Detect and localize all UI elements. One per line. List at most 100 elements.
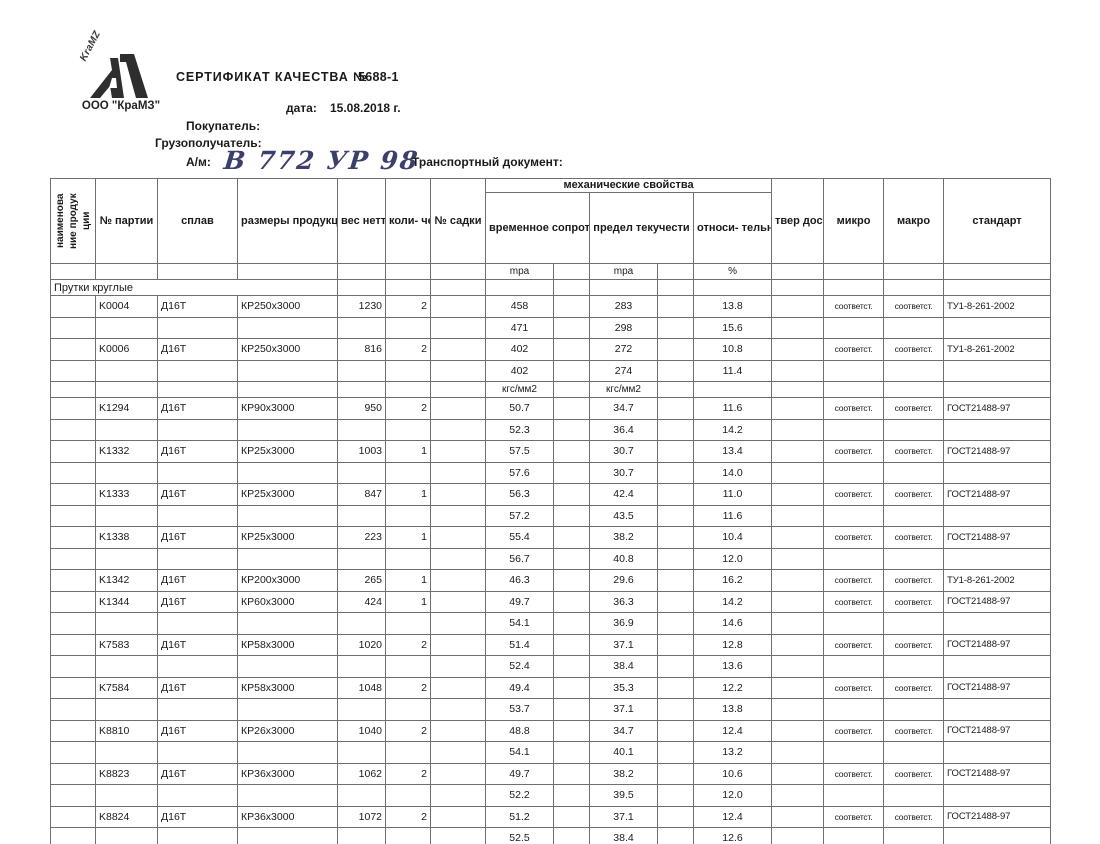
cell-net-weight xyxy=(337,316,386,339)
cell-charge-no xyxy=(430,526,486,549)
cell-dimensions: КР58х3000 xyxy=(237,633,338,656)
cell-yield: 36.9 xyxy=(589,612,658,635)
vehicle-label: А/м: xyxy=(186,155,211,169)
cell-product-name xyxy=(50,827,96,844)
cell-tensile: 51.4 xyxy=(485,633,554,656)
alt-unit-blank-b2 xyxy=(823,381,885,398)
cell-net-weight xyxy=(337,655,386,678)
table-row: K0006 Д16Т КР250х3000 816 2 402 272 10.8 соответ… xyxy=(50,338,1052,361)
cell-yield-sub xyxy=(657,440,694,463)
alt-unit-blank-2 xyxy=(157,381,238,398)
cell-yield-sub xyxy=(657,676,694,699)
cell-hardness xyxy=(771,805,825,828)
unit-blank-3 xyxy=(157,263,238,280)
cell-alloy xyxy=(157,504,238,527)
cell-standard: ГОСТ21488-97 xyxy=(943,440,1052,463)
cell-yield: 298 xyxy=(589,316,658,339)
cell-yield-sub xyxy=(657,805,694,828)
cell-standard xyxy=(943,504,1052,527)
table-row: K1294 Д16Т КР90х3000 950 2 50.7 34.7 11.6 соотве… xyxy=(50,397,1052,420)
cell-micro xyxy=(823,316,885,339)
cell-tensile: 402 xyxy=(485,359,554,382)
group-blank-5 xyxy=(589,279,658,296)
cell-yield: 272 xyxy=(589,338,658,361)
cell-hardness xyxy=(771,719,825,742)
cell-micro xyxy=(823,784,885,807)
cell-tensile: 52.4 xyxy=(485,655,554,678)
cell-tensile-sub xyxy=(553,397,590,420)
cell-standard: ГОСТ21488-97 xyxy=(943,805,1052,828)
cell-yield: 34.7 xyxy=(589,397,658,420)
cell-yield: 36.3 xyxy=(589,590,658,613)
cell-alloy: Д16Т xyxy=(157,762,238,785)
cell-alloy xyxy=(157,655,238,678)
cell-yield: 37.1 xyxy=(589,633,658,656)
cell-places: 2 xyxy=(385,762,431,785)
th-mechanical-properties: механические свойства xyxy=(484,178,773,193)
alt-unit-yield: кгс/мм2 xyxy=(589,381,658,398)
cell-elongation: 10.4 xyxy=(692,526,773,549)
group-blank-3 xyxy=(485,279,554,296)
group-blank-2 xyxy=(430,279,486,296)
cell-places: 1 xyxy=(385,569,431,592)
cell-net-weight: 816 xyxy=(337,338,386,361)
group-blank-4 xyxy=(553,279,590,296)
cell-alloy xyxy=(157,359,238,382)
cell-yield: 43.5 xyxy=(589,504,658,527)
cell-product-name xyxy=(50,805,96,828)
cell-standard xyxy=(943,698,1052,721)
cell-tensile: 49.7 xyxy=(485,762,554,785)
cell-tensile-sub xyxy=(553,569,590,592)
cell-dimensions: КР36х3000 xyxy=(237,762,338,785)
cell-elongation: 12.0 xyxy=(692,784,773,807)
cell-standard xyxy=(943,316,1052,339)
cell-places: 1 xyxy=(385,526,431,549)
table-row: K8810 Д16Т КР26х3000 1040 2 48.8 34.7 12.4 соотв… xyxy=(50,719,1052,742)
cell-yield-sub xyxy=(657,784,694,807)
th-net-weight: вес нетто, кг xyxy=(337,178,386,264)
group-blank-7 xyxy=(692,279,773,296)
cell-net-weight xyxy=(337,418,386,441)
cell-places: 2 xyxy=(385,633,431,656)
cell-yield-sub xyxy=(657,295,694,318)
cell-elongation: 11.6 xyxy=(692,397,773,420)
cell-net-weight: 1020 xyxy=(337,633,386,656)
table-row: 57.2 43.5 11.6 xyxy=(50,504,1052,527)
cell-tensile: 56.3 xyxy=(485,483,554,506)
table-row: 52.5 38.4 12.6 xyxy=(50,827,1052,844)
table-row: 471 298 15.6 xyxy=(50,316,1052,339)
cell-macro xyxy=(883,655,945,678)
cell-yield-sub xyxy=(657,590,694,613)
cell-places xyxy=(385,612,431,635)
cell-places: 1 xyxy=(385,483,431,506)
cell-product-name xyxy=(50,547,96,570)
cell-alloy: Д16Т xyxy=(157,590,238,613)
cell-product-name xyxy=(50,338,96,361)
cell-micro: соответст. xyxy=(823,483,885,506)
cell-micro: соответст. xyxy=(823,440,885,463)
cell-yield: 29.6 xyxy=(589,569,658,592)
cell-tensile: 57.6 xyxy=(485,461,554,484)
cell-tensile: 55.4 xyxy=(485,526,554,549)
cell-macro: соответст. xyxy=(883,805,945,828)
cell-yield-sub xyxy=(657,547,694,570)
cell-dimensions: КР58х3000 xyxy=(237,676,338,699)
th-macro: макро xyxy=(883,178,945,264)
cell-alloy: Д16Т xyxy=(157,440,238,463)
table-row: K1333 Д16Т КР25х3000 847 1 56.3 42.4 11.0 соотве… xyxy=(50,483,1052,506)
cell-batch-no: K7584 xyxy=(95,676,158,699)
cell-product-name xyxy=(50,461,96,484)
cell-yield: 40.8 xyxy=(589,547,658,570)
unit-tensile-sub xyxy=(553,263,590,280)
cell-net-weight xyxy=(337,698,386,721)
cell-dimensions xyxy=(237,612,338,635)
cell-net-weight: 223 xyxy=(337,526,386,549)
cell-yield-sub xyxy=(657,418,694,441)
cell-product-name xyxy=(50,633,96,656)
cell-macro xyxy=(883,784,945,807)
cell-elongation: 14.0 xyxy=(692,461,773,484)
company-logo: KraMZ ООО "КраМЗ" xyxy=(62,29,180,114)
cell-elongation: 14.2 xyxy=(692,590,773,613)
cell-tensile-sub xyxy=(553,784,590,807)
